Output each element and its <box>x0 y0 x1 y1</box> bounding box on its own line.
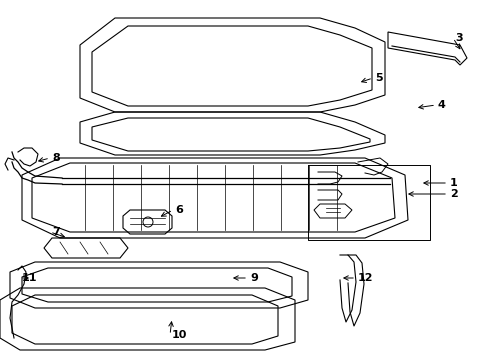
Text: 3: 3 <box>454 33 462 43</box>
Text: 8: 8 <box>52 153 60 163</box>
Text: 11: 11 <box>22 273 38 283</box>
Text: 6: 6 <box>175 205 183 215</box>
Text: 10: 10 <box>172 330 187 340</box>
Text: 2: 2 <box>449 189 457 199</box>
Text: 1: 1 <box>449 178 457 188</box>
Text: 7: 7 <box>52 227 60 237</box>
Text: 5: 5 <box>374 73 382 83</box>
Text: 9: 9 <box>249 273 257 283</box>
Text: 4: 4 <box>437 100 445 110</box>
Text: 12: 12 <box>357 273 373 283</box>
